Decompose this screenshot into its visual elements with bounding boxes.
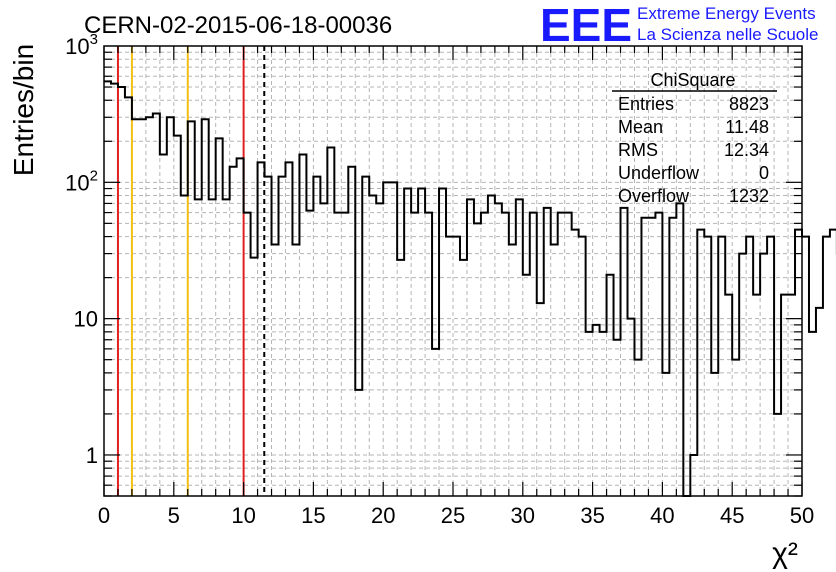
grid bbox=[104, 46, 802, 496]
chart-title: CERN-02-2015-06-18-00036 bbox=[84, 12, 392, 39]
x-axis-label: χ² bbox=[772, 537, 798, 570]
stats-label: Underflow bbox=[618, 163, 700, 183]
histogram-series bbox=[104, 80, 836, 497]
logo-mark: EEE bbox=[540, 0, 632, 51]
stats-value: 8823 bbox=[729, 94, 769, 114]
x-tick-label: 15 bbox=[301, 503, 325, 528]
stats-value: 1232 bbox=[729, 186, 769, 206]
stats-label: Mean bbox=[618, 117, 663, 137]
logo-line-1: Extreme Energy Events bbox=[637, 4, 816, 23]
x-tick-label: 40 bbox=[650, 503, 674, 528]
stats-value: 0 bbox=[759, 163, 769, 183]
stats-box: ChiSquare Entries 8823 Mean 11.48 RMS 12.34 Un… bbox=[612, 70, 777, 206]
y-tick-label: 10 bbox=[74, 307, 98, 332]
x-tick-label: 35 bbox=[580, 503, 604, 528]
x-tick-label: 10 bbox=[231, 503, 255, 528]
x-tick-label: 25 bbox=[441, 503, 465, 528]
x-tick-label: 0 bbox=[98, 503, 110, 528]
y-tick-label: 102 bbox=[65, 167, 98, 195]
eee-logo: EEE Extreme Energy Events La Scienza nel… bbox=[540, 0, 818, 51]
y-tick-label: 1 bbox=[86, 443, 98, 468]
stats-label: Entries bbox=[618, 94, 674, 114]
logo-line-2: La Scienza nelle Scuole bbox=[637, 25, 818, 44]
x-tick-label: 20 bbox=[371, 503, 395, 528]
y-tick-label: 103 bbox=[65, 31, 98, 59]
x-tick-label: 30 bbox=[511, 503, 535, 528]
y-axis-label: Entries/bin bbox=[8, 44, 39, 176]
x-tick-label: 5 bbox=[168, 503, 180, 528]
stats-value: 12.34 bbox=[724, 140, 769, 160]
x-axis: 0 5 10 15 20 25 30 35 40 45 50 bbox=[98, 46, 814, 528]
x-tick-label: 50 bbox=[790, 503, 814, 528]
stats-title: ChiSquare bbox=[650, 70, 735, 90]
stats-label: Overflow bbox=[618, 186, 690, 206]
x-tick-label: 45 bbox=[720, 503, 744, 528]
stats-value: 11.48 bbox=[725, 117, 769, 137]
reference-lines bbox=[116, 46, 266, 496]
stats-label: RMS bbox=[618, 140, 658, 160]
plot-area: 0 5 10 15 20 25 30 35 40 45 50 1 10 102 103 bbox=[65, 31, 836, 528]
y-axis: 1 10 102 103 bbox=[65, 31, 802, 497]
